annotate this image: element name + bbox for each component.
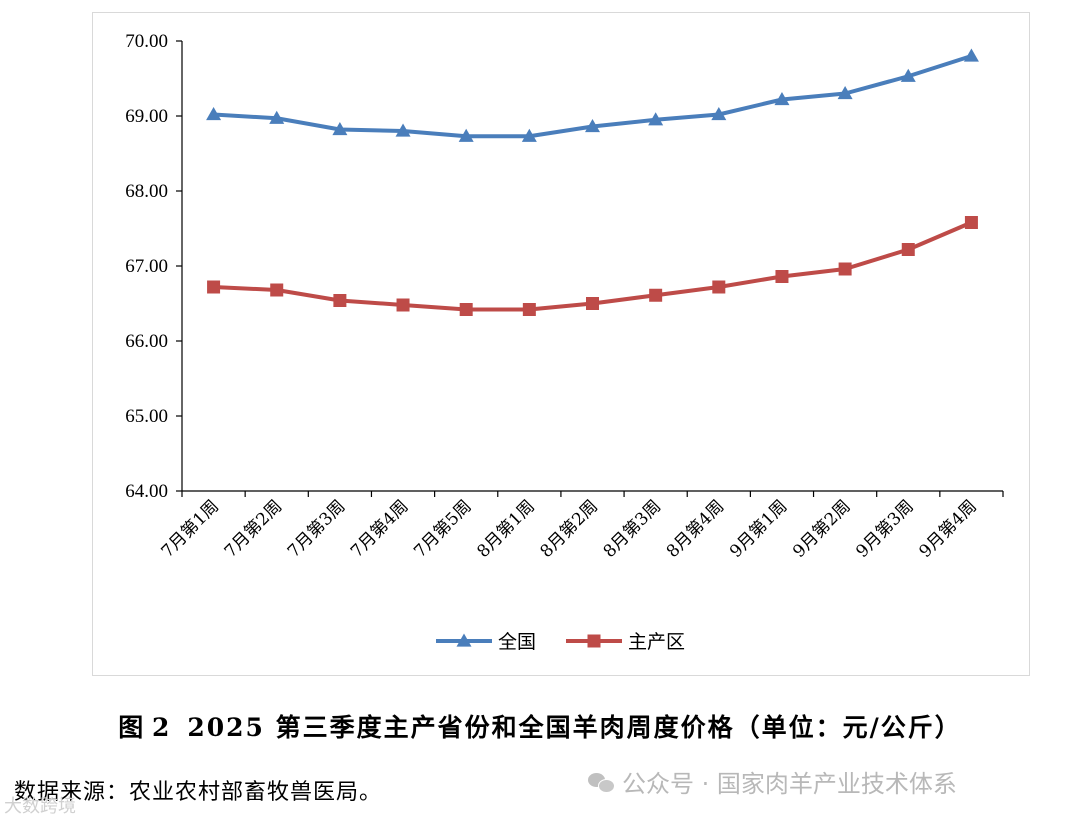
y-tick-label: 67.00 (125, 256, 168, 277)
series-line-main-producing (211, 220, 974, 312)
x-tick-label: 9月第1周 (726, 496, 792, 562)
data-point (900, 68, 916, 82)
data-point (901, 243, 915, 256)
y-tick-label: 64.00 (125, 481, 168, 502)
data-point (837, 86, 853, 100)
data-point (396, 298, 410, 312)
x-tick-label: 7月第3周 (284, 496, 350, 562)
x-tick-label: 7月第2周 (221, 496, 287, 562)
data-point (395, 123, 411, 137)
data-point (270, 283, 284, 297)
x-tick-label: 9月第2周 (789, 496, 855, 562)
chart-frame: 64.00 65.00 66.00 67.00 68.00 69.00 70.00 7月第1周… (92, 12, 1030, 676)
data-point (712, 280, 726, 294)
x-tick-label: 8月第1周 (473, 496, 539, 562)
figure-caption: 图 2 2025 第三季度主产省份和全国羊肉周度价格（单位：元/公斤） (0, 708, 1080, 744)
figure-number: 图 2 (118, 713, 170, 742)
x-tick-label: 7月第5周 (410, 496, 476, 562)
data-point (964, 216, 978, 229)
corner-watermark: 大数跨境 (4, 796, 76, 817)
data-point (458, 128, 474, 142)
data-point (963, 48, 979, 62)
data-point (332, 122, 348, 136)
data-point (585, 119, 600, 133)
y-tick-label: 68.00 (125, 181, 168, 202)
wechat-icon (588, 771, 615, 793)
data-point (648, 112, 664, 126)
x-tick-label: 7月第1周 (158, 496, 224, 562)
data-point (649, 288, 663, 302)
caption-text: 2025 第三季度主产省份和全国羊肉周度价格（单位：元/公斤） (187, 713, 962, 742)
data-point (775, 270, 789, 283)
data-point (838, 262, 852, 276)
x-tick-label: 8月第3周 (600, 496, 666, 562)
watermark-text: 公众号 · 国家肉羊产业技术体系 (622, 770, 957, 798)
data-point (333, 294, 347, 307)
legend-marker (456, 633, 472, 647)
x-tick-label: 7月第4周 (347, 496, 413, 562)
watermark: 公众号 · 国家肉羊产业技术体系 (588, 764, 957, 799)
data-point (269, 110, 285, 124)
legend-entry: 全国 (498, 631, 536, 653)
data-point (711, 107, 727, 121)
y-tick-label: 70.00 (125, 31, 168, 52)
data-point (774, 92, 790, 106)
data-point (207, 280, 221, 294)
data-point (522, 303, 536, 316)
legend-entry: 主产区 (628, 631, 685, 653)
line-chart: 64.00 65.00 66.00 67.00 68.00 69.00 70.00 7月第1周… (125, 31, 1004, 653)
y-tick-label: 65.00 (125, 406, 168, 427)
x-tick-label: 8月第4周 (663, 496, 729, 562)
x-tick-label: 8月第2周 (537, 496, 603, 562)
x-tick-label: 9月第3周 (852, 496, 918, 562)
source-note: 数据来源：农业农村部畜牧兽医局。 (14, 780, 383, 805)
y-tick-label: 66.00 (125, 331, 168, 352)
data-point (521, 128, 537, 142)
data-point (206, 107, 222, 121)
data-point (586, 297, 599, 310)
legend-marker (587, 634, 601, 648)
x-tick-label: 9月第4周 (915, 496, 981, 562)
y-tick-label: 69.00 (125, 106, 168, 127)
data-point (459, 303, 473, 316)
